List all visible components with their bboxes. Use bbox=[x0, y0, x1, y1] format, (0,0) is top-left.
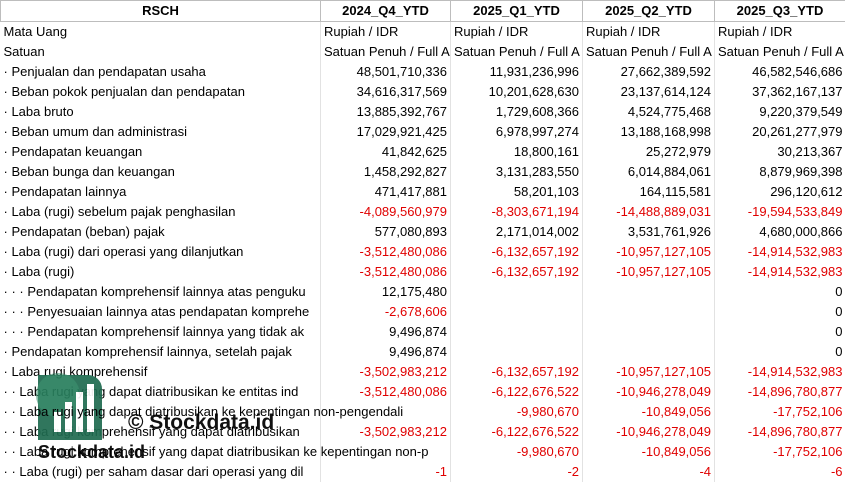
row-label: · · Laba rugi komprehensif yang dapat di… bbox=[1, 442, 321, 462]
row-label: · · Laba rugi yang dapat diatribusikan k… bbox=[1, 402, 321, 422]
